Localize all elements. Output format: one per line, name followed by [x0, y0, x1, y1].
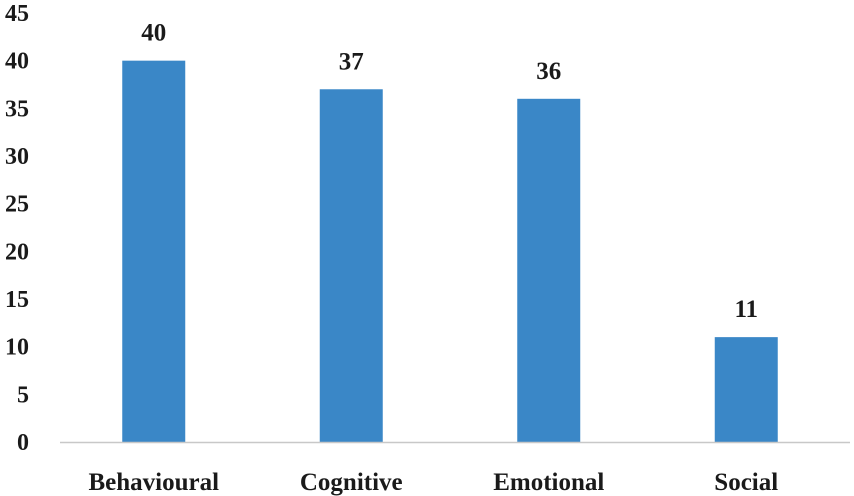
y-tick-label: 20	[5, 239, 29, 265]
data-label-social: 11	[734, 296, 758, 323]
y-tick-label: 5	[17, 382, 29, 408]
category-labels: Behavioural Cognitive Emotional Social	[88, 469, 778, 496]
data-label-behavioural: 40	[141, 20, 166, 47]
category-label-emotional: Emotional	[493, 469, 604, 496]
bar-social	[714, 337, 778, 442]
category-label-behavioural: Behavioural	[88, 469, 219, 496]
y-tick-label: 25	[5, 192, 29, 218]
y-tick-label: 35	[5, 96, 29, 122]
y-tick-label: 15	[5, 287, 29, 313]
bar-cognitive	[319, 89, 383, 443]
category-label-social: Social	[714, 469, 778, 496]
y-tick-label: 0	[17, 430, 29, 456]
y-axis-ticks: 0 5 10 15 20 25 30 35 40 45	[5, 1, 29, 456]
bar-behavioural	[122, 60, 186, 443]
y-tick-label: 40	[5, 49, 29, 75]
data-label-emotional: 36	[536, 58, 561, 85]
data-labels: 40 37 36 11	[141, 20, 758, 323]
bar-emotional	[517, 98, 581, 443]
bars	[122, 60, 778, 443]
y-tick-label: 45	[5, 1, 29, 27]
y-tick-label: 10	[5, 335, 29, 361]
y-tick-label: 30	[5, 144, 29, 170]
category-label-cognitive: Cognitive	[300, 469, 403, 496]
data-label-cognitive: 37	[339, 48, 364, 75]
